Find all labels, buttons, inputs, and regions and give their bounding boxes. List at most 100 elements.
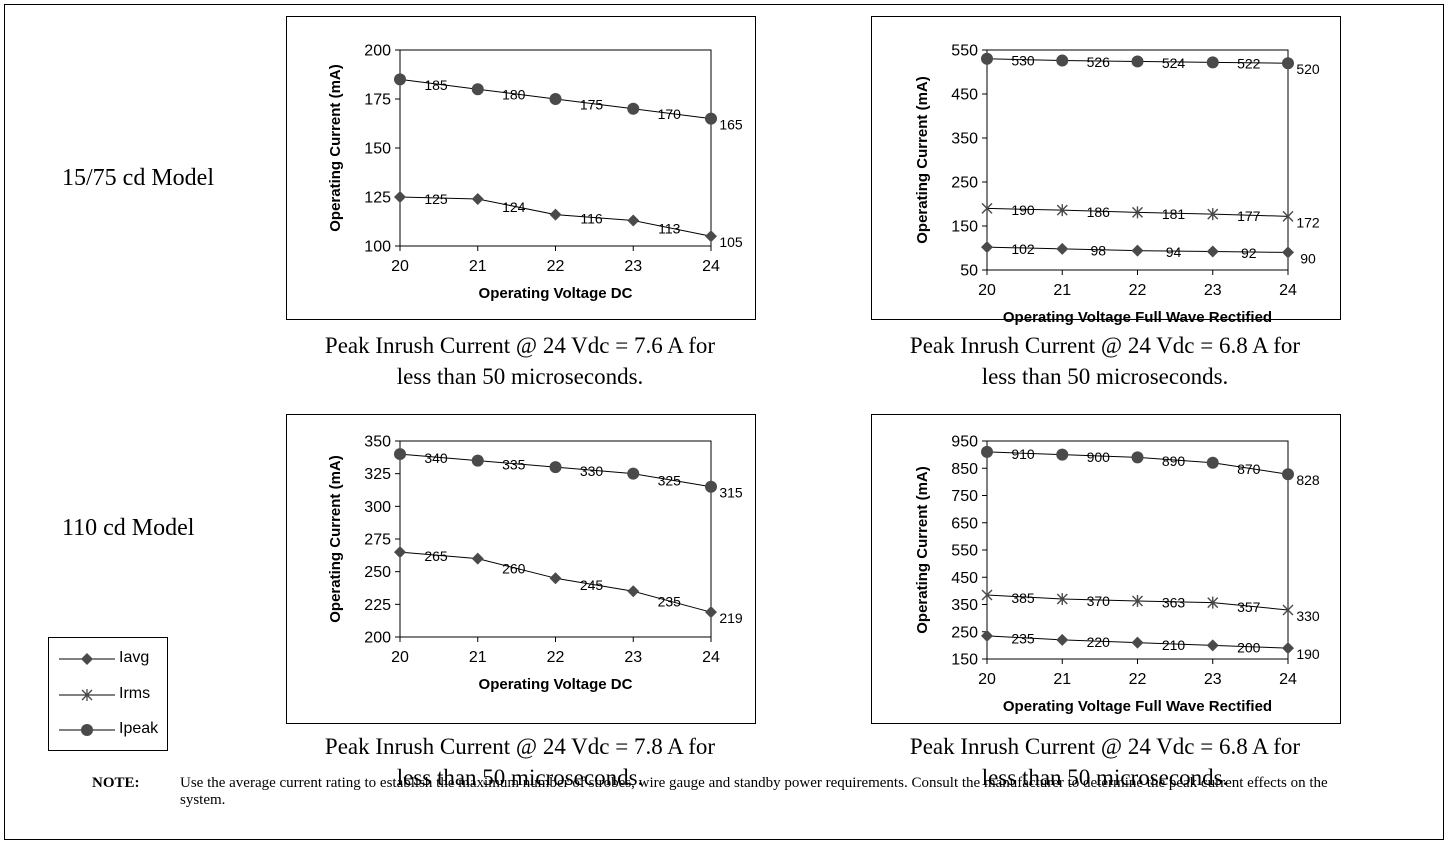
note-text: Use the average current rating to establ… [180,775,1328,808]
series-line-segment [555,214,634,222]
data-label: 235 [658,594,682,610]
legend-item-irms: Irms [57,684,167,704]
series-line-segment [633,108,712,120]
y-tick-label: 150 [951,219,978,236]
data-label: 235 [1011,631,1035,647]
y-tick-label: 850 [951,461,978,478]
series-line-segment [477,88,556,100]
series-line-segment [1137,250,1213,253]
caption-line-2: less than 50 microseconds. [981,364,1229,389]
diamond-marker-icon [59,653,115,665]
data-point-star [1207,208,1219,221]
data-point-circle [1131,55,1144,68]
series-line-segment [399,78,478,90]
data-label: 828 [1296,472,1320,488]
data-point-circle [1206,456,1219,469]
y-tick-label: 200 [364,630,391,647]
x-tick-label: 23 [1204,282,1222,299]
data-point-diamond [627,214,640,227]
data-point-diamond [1282,246,1294,259]
data-label: 210 [1162,637,1186,653]
data-label: 186 [1087,204,1111,220]
data-label: 524 [1162,55,1186,71]
data-label: 890 [1162,453,1186,469]
y-axis-title: Operating Current (mA) [327,455,344,623]
data-label: 185 [424,77,448,93]
series-line-segment [986,207,1063,211]
series-line-segment [1062,60,1138,62]
caption-line-1: Peak Inrush Current @ 24 Vdc = 7.8 A for [324,734,716,759]
y-tick-label: 550 [951,43,978,60]
note-label: NOTE: [92,775,140,791]
series-line-segment [555,466,634,475]
data-point-diamond [1206,639,1219,652]
data-label: 175 [580,96,604,112]
series-ipeak: 340 335 330 325 315 [394,448,743,501]
y-tick-label: 200 [364,43,391,60]
y-axis-title: Operating Current (mA) [327,64,344,232]
data-label: 219 [719,610,743,626]
legend-label: Ipeak [119,720,159,737]
chart-svg: 150 250 350 450 550 650 750 850 950 20 21 22 23 24 Ope… [914,434,1320,716]
series-ipeak: 185 180 175 170 165 [394,73,743,133]
series-irms: 190 186 181 177 172 [981,202,1320,230]
data-point-diamond [1131,244,1144,257]
series-line-segment [1137,600,1213,604]
data-label: 265 [424,548,448,564]
x-tick-label: 20 [978,282,996,299]
data-point-circle [705,112,717,125]
data-point-diamond [1206,245,1219,258]
series-line-segment [1212,644,1289,649]
y-tick-label: 225 [364,597,391,614]
y-tick-label: 250 [364,564,391,581]
legend-item-iavg: Iavg [57,648,167,668]
data-point-circle [394,448,406,461]
y-tick-label: 250 [951,175,978,192]
y-tick-label: 350 [951,597,978,614]
data-label: 325 [658,473,682,489]
y-tick-label: 325 [364,466,391,483]
x-tick-label: 21 [469,258,487,275]
series-line-segment [1137,211,1213,215]
caption-line-2: less than 50 microseconds. [396,364,644,389]
data-point-star [981,588,993,601]
data-label: 385 [1011,590,1035,606]
series-ipeak: 530 526 524 522 520 [981,52,1320,77]
y-tick-label: 950 [951,434,978,451]
data-label: 165 [719,117,743,133]
data-label: 190 [1296,646,1320,662]
chart-svg: 100 125 150 175 200 20 21 22 23 24 Operating Volta… [327,43,743,303]
series-line-segment [986,635,1063,641]
y-tick-label: 300 [364,499,391,516]
x-axis-title: Operating Voltage Full Wave Rectified [1003,698,1272,715]
y-tick-label: 550 [951,543,978,560]
x-tick-label: 20 [978,671,996,688]
data-label: 340 [424,450,448,466]
x-axis-title: Operating Voltage DC [479,285,633,302]
data-point-star [1056,204,1068,217]
x-tick-label: 24 [702,649,720,666]
row-label-110: 110 cd Model [62,515,195,541]
data-point-diamond [1131,636,1144,649]
x-tick-label: 23 [624,258,642,275]
data-point-circle [981,52,993,65]
y-tick-label: 450 [951,570,978,587]
series-line-segment [555,98,634,110]
series-line-segment [477,460,556,468]
data-point-diamond [1056,633,1069,646]
data-label: 102 [1011,241,1035,257]
y-tick-label: 175 [364,92,391,109]
data-label: 526 [1087,54,1111,70]
x-tick-label: 22 [547,258,565,275]
caption-line-2: less than 50 microseconds. [981,765,1229,790]
data-label: 357 [1237,599,1261,615]
data-label: 200 [1237,640,1261,656]
data-label: 370 [1087,593,1111,609]
row-label-15-75: 15/75 cd Model [62,165,214,191]
plot-area [986,49,1289,271]
y-tick-label: 150 [364,141,391,158]
data-label: 870 [1237,461,1261,477]
series-irms: 385 370 363 357 330 [981,588,1320,624]
series-line-segment [1212,462,1289,475]
data-point-circle [1206,56,1219,69]
